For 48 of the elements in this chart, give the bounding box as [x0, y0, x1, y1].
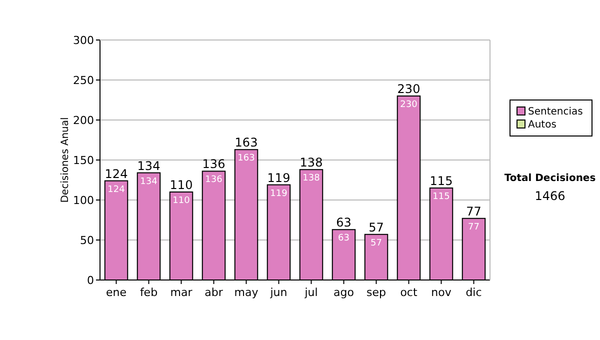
data-label: 163 [238, 154, 255, 164]
y-tick-label: 0 [87, 274, 94, 287]
data-label: 57 [370, 238, 382, 248]
x-tick-label: sep [366, 286, 386, 299]
data-label: 134 [140, 176, 158, 187]
x-tick-label: ago [334, 286, 354, 299]
x-tick-label: jun [269, 286, 288, 299]
x-tick-label: jul [304, 286, 318, 299]
x-tick-label: may [234, 286, 259, 299]
total-label: 138 [300, 156, 323, 170]
x-tick-label: mar [170, 286, 193, 299]
total-label: 163 [234, 136, 258, 150]
data-label: 230 [400, 100, 418, 110]
data-label: 136 [205, 175, 223, 186]
y-tick-label: 50 [80, 234, 94, 247]
text: Total Decisiones [504, 173, 596, 184]
x-tick-label: abr [204, 286, 224, 299]
y-tick-label: 300 [73, 34, 94, 47]
y-tick-label: 250 [73, 74, 94, 87]
total-label: 134 [137, 158, 160, 173]
legend-label: Sentencias [528, 106, 583, 118]
total-label: 77 [466, 204, 482, 218]
x-tick-label: nov [431, 286, 452, 299]
total-label: 115 [430, 174, 453, 188]
total-label: 57 [368, 220, 384, 234]
x-tick-label: oct [400, 286, 418, 299]
total-label: 136 [202, 157, 226, 172]
data-label: 138 [302, 174, 320, 184]
data-label: 63 [338, 234, 350, 244]
data-label: 77 [468, 222, 480, 232]
x-tick-label: feb [140, 286, 158, 299]
y-tick-label: 100 [73, 194, 94, 207]
total-label: 110 [170, 178, 193, 192]
x-tick-label: dic [466, 286, 482, 299]
total-label: 63 [336, 216, 352, 230]
total-label: 230 [397, 82, 420, 96]
data-label: 119 [270, 188, 288, 199]
y-axis-title: Decisiones Anual [60, 117, 71, 203]
data-label: 110 [172, 196, 190, 206]
total-label: 124 [104, 166, 128, 181]
data-label: 124 [108, 184, 126, 195]
total-label: 119 [267, 170, 290, 185]
data-label: 115 [432, 192, 450, 202]
y-tick-label: 150 [73, 154, 94, 167]
y-tick-label: 200 [73, 114, 94, 127]
legend-label: Autos [528, 120, 556, 130]
text: 1466 [534, 189, 566, 203]
x-tick-label: ene [106, 286, 127, 299]
